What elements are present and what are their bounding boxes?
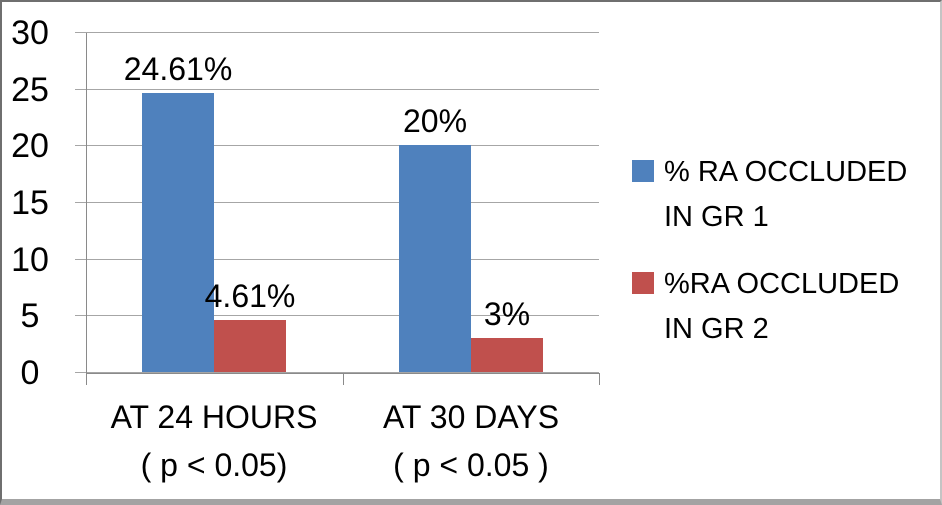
gridline-10 xyxy=(75,258,599,260)
bar-value-label: 24.61% xyxy=(123,51,233,87)
gridline-15 xyxy=(75,202,599,203)
gridline-5 xyxy=(75,315,599,317)
category-label-line: AT 24 HOURS xyxy=(110,399,318,435)
bar-series2-cat1 xyxy=(214,320,286,372)
y-tick-label-5: 5 xyxy=(20,297,40,336)
y-tick-label-0: 0 xyxy=(20,354,40,392)
category-label-line: ( p < 0.05 ) xyxy=(393,447,549,483)
category-label-line: ( p < 0.05) xyxy=(140,447,288,483)
bar-series2-cat2 xyxy=(471,338,543,372)
bar-series1-cat1 xyxy=(142,93,214,372)
x-axis-tick xyxy=(599,373,600,385)
legend-swatch-icon xyxy=(632,272,654,294)
legend-swatch-icon xyxy=(632,160,654,182)
bar-value-label: 4.61% xyxy=(204,278,296,314)
x-axis-line xyxy=(86,373,599,374)
bar-value-label: 20% xyxy=(402,103,468,139)
plot-area: 24.61% 4.61% 20% 3% xyxy=(75,32,600,385)
gridline-25 xyxy=(75,88,599,90)
x-axis-tick xyxy=(86,373,87,385)
x-axis-tick xyxy=(343,373,344,385)
category-label-line: AT 30 DAYS xyxy=(382,399,560,435)
legend-label: % RA OCCLUDED IN GR 1 xyxy=(664,156,908,233)
y-tick-label-20: 20 xyxy=(11,127,49,166)
bar-value-label: 3% xyxy=(483,296,531,332)
category-label-1: AT 24 HOURS ( p < 0.05) xyxy=(84,393,344,489)
y-axis-line xyxy=(86,33,87,385)
gridline-0 xyxy=(75,372,599,373)
legend-label: %RA OCCLUDED IN GR 2 xyxy=(664,268,900,345)
category-label-2: AT 30 DAYS ( p < 0.05 ) xyxy=(341,393,601,489)
y-tick-label-10: 10 xyxy=(11,240,49,279)
y-tick-label-25: 25 xyxy=(11,70,49,109)
bar-series1-cat2 xyxy=(399,145,471,372)
gridline-30 xyxy=(75,32,599,33)
legend: % RA OCCLUDED IN GR 1 %RA OCCLUDED IN GR … xyxy=(632,150,932,374)
y-tick-label-15: 15 xyxy=(11,184,49,222)
legend-item-gr2: %RA OCCLUDED IN GR 2 xyxy=(632,262,932,352)
legend-item-gr1: % RA OCCLUDED IN GR 1 xyxy=(632,150,932,240)
gridline-20 xyxy=(75,145,599,147)
y-tick-label-30: 30 xyxy=(11,14,49,52)
